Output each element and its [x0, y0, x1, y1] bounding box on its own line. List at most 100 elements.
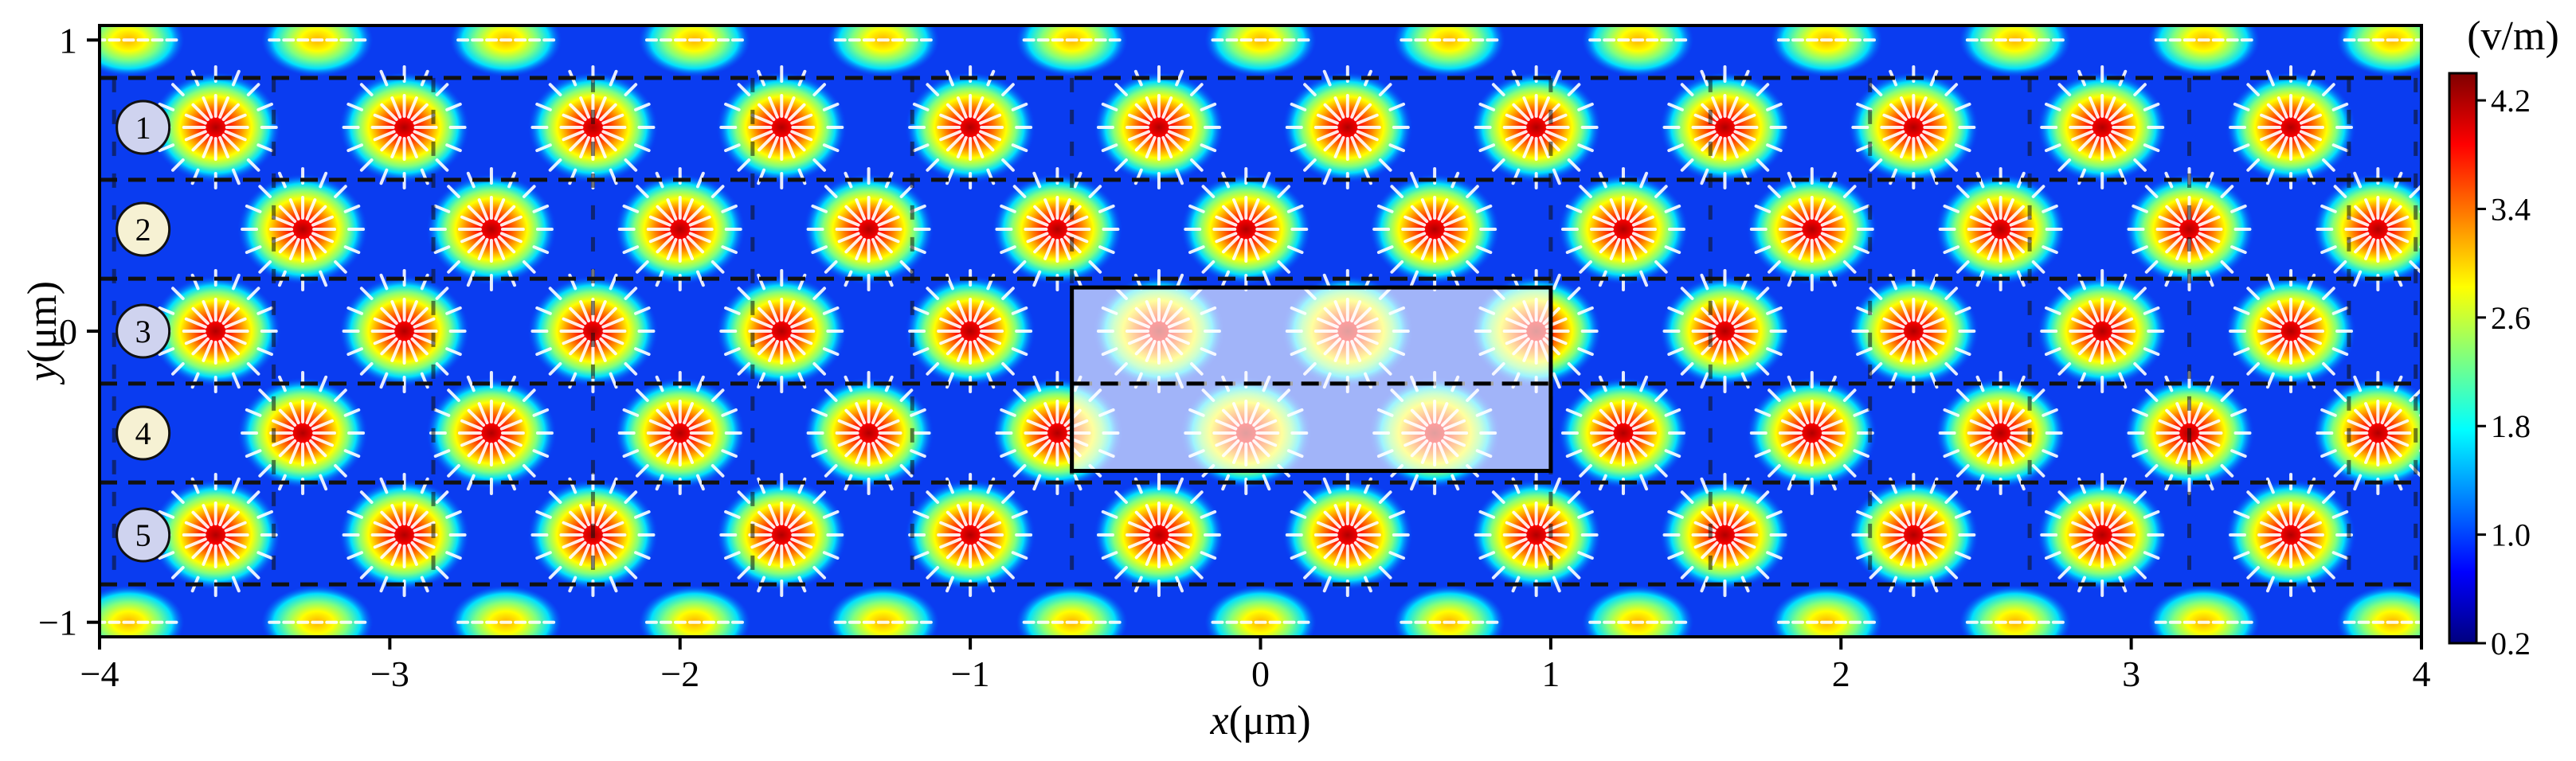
field-arrow	[2409, 388, 2421, 402]
field-arrow	[319, 474, 328, 491]
field-arrow	[1378, 158, 1392, 172]
field-arrow	[2057, 83, 2072, 96]
field-arrow	[1889, 306, 1908, 326]
field-arrow	[977, 337, 995, 356]
field-arrow	[346, 143, 364, 153]
x-tick-label: −4	[80, 654, 119, 694]
field-arrow	[548, 83, 562, 96]
field-arrow	[2077, 337, 2096, 356]
field-arrow	[548, 158, 562, 172]
field-arrow	[1798, 402, 1810, 425]
field-arrow	[790, 334, 813, 345]
field-arrow	[532, 204, 550, 213]
field-arrow	[784, 504, 796, 527]
field-arrow	[1654, 185, 1668, 198]
field-arrow	[1012, 388, 1027, 402]
field-hotspot	[1659, 275, 1791, 387]
field-arrow	[788, 306, 806, 326]
field-arrow	[686, 408, 705, 427]
field-arrow	[218, 300, 230, 323]
field-arrow	[548, 490, 562, 504]
field-arrow	[569, 510, 587, 529]
field-arrow	[979, 537, 1002, 549]
field-arrow	[1001, 158, 1015, 172]
field-arrow	[721, 204, 738, 213]
field-arrow	[1316, 537, 1339, 549]
field-arrow	[1252, 205, 1270, 224]
field-arrow	[562, 130, 585, 142]
field-arrow	[308, 235, 327, 254]
field-arrow	[683, 237, 695, 260]
field-arrow	[221, 510, 241, 529]
field-arrow	[1505, 113, 1528, 125]
field-arrow	[1128, 130, 1151, 142]
field-arrow	[2260, 334, 2283, 345]
field-arrow	[467, 439, 486, 458]
field-arrow	[1900, 504, 1911, 527]
field-arrow	[373, 334, 396, 345]
field-arrow	[1768, 388, 1781, 402]
field-arrow	[1165, 133, 1184, 152]
field-arrow	[1577, 551, 1594, 560]
field-arrow	[1012, 260, 1027, 274]
field-arrow	[379, 372, 389, 389]
field-arrow	[278, 439, 297, 458]
field-arrow	[2111, 317, 2134, 329]
field-arrow	[695, 474, 705, 491]
field-arrow	[1101, 143, 1118, 153]
field-arrow	[1565, 245, 1583, 255]
field-arrow	[1188, 204, 1205, 213]
field-arrow	[1820, 419, 1843, 431]
field-arrow	[2006, 408, 2025, 427]
field-arrow	[1969, 232, 1992, 244]
field-arrow	[624, 490, 638, 504]
field-arrow	[1175, 576, 1184, 593]
field-arrow	[569, 133, 587, 152]
row-label-text: 5	[135, 517, 151, 553]
field-arrow	[2077, 510, 2096, 529]
field-hotspot	[1369, 174, 1501, 285]
field-arrow	[737, 566, 751, 580]
field-arrow	[926, 566, 940, 580]
field-arrow	[956, 135, 968, 158]
field-arrow	[624, 362, 638, 376]
field-arrow	[956, 300, 968, 323]
field-arrow	[202, 96, 213, 119]
field-arrow	[2277, 96, 2288, 119]
field-arrow	[2108, 337, 2127, 356]
field-arrow	[1505, 521, 1528, 533]
field-arrow	[245, 449, 262, 459]
field-arrow	[1565, 204, 1583, 213]
field-arrow	[1798, 198, 1810, 221]
field-arrow	[1001, 362, 1015, 376]
field-arrow	[460, 215, 483, 227]
field-arrow	[1378, 83, 1392, 96]
field-arrow	[334, 260, 347, 274]
field-arrow	[246, 362, 260, 376]
field-arrow	[1639, 474, 1649, 491]
field-arrow	[757, 133, 776, 152]
field-arrow	[1189, 566, 1204, 580]
field-arrow	[1711, 504, 1723, 527]
field-arrow	[1768, 260, 1781, 274]
field-arrow	[2353, 375, 2363, 392]
field-arrow	[435, 287, 449, 300]
field-arrow	[1944, 490, 1959, 504]
field-arrow	[912, 306, 930, 315]
field-arrow	[406, 135, 418, 158]
field-arrow	[767, 300, 779, 323]
field-arrow	[648, 232, 671, 244]
field-arrow	[2353, 474, 2363, 491]
field-arrow	[522, 260, 536, 274]
field-arrow	[1161, 96, 1173, 119]
field-arrow	[2195, 235, 2214, 254]
field-arrow	[1609, 441, 1621, 464]
field-arrow	[1654, 260, 1668, 274]
field-arrow	[599, 541, 617, 560]
field-arrow	[790, 130, 813, 142]
field-arrow	[1889, 133, 1908, 152]
field-arrow	[899, 185, 914, 198]
field-arrow	[380, 541, 398, 560]
field-arrow	[2108, 133, 2127, 152]
field-arrow	[2042, 204, 2058, 213]
